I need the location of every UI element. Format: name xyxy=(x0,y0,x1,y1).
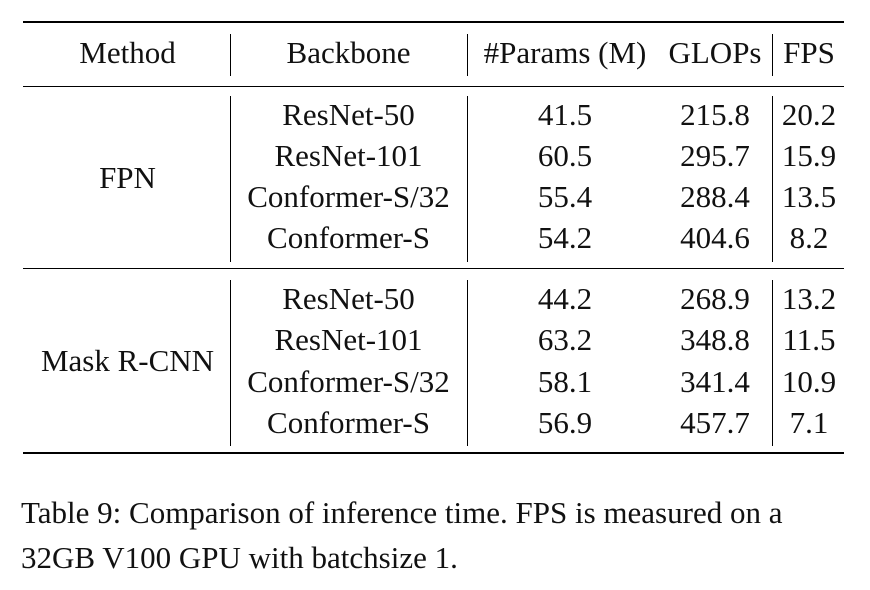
cell-backbone: Conformer-S/32 xyxy=(247,364,450,399)
cell-glops: 341.4 xyxy=(680,364,750,399)
cell-glops: 268.9 xyxy=(680,281,750,316)
header-separator-glops xyxy=(772,34,773,76)
group-method-fpn: FPN xyxy=(99,160,156,195)
cell-fps: 13.2 xyxy=(781,281,837,316)
cell-glops: 348.8 xyxy=(680,322,750,357)
group2-separator-method xyxy=(230,280,231,446)
cell-fps: 13.5 xyxy=(781,179,837,214)
header-backbone: Backbone xyxy=(286,35,411,70)
cell-glops: 215.8 xyxy=(680,97,750,132)
group-method-mask-rcnn: Mask R-CNN xyxy=(40,343,215,378)
cell-params: 58.1 xyxy=(537,364,593,399)
header-separator-method xyxy=(230,34,231,76)
header-method: Method xyxy=(79,35,176,70)
bottom-rule xyxy=(23,452,844,454)
cell-params: 63.2 xyxy=(537,322,593,357)
cell-glops: 288.4 xyxy=(680,179,750,214)
cell-fps: 11.5 xyxy=(782,322,836,357)
cell-params: 55.4 xyxy=(537,179,593,214)
group2-separator-backbone xyxy=(467,280,468,446)
table-caption: Table 9: Comparison of inference time. F… xyxy=(21,495,783,575)
header-separator-backbone xyxy=(467,34,468,76)
group-rule xyxy=(23,268,844,269)
cell-backbone: Conformer-S xyxy=(267,220,430,255)
cell-fps: 15.9 xyxy=(781,138,837,173)
cell-backbone: ResNet-50 xyxy=(282,281,415,316)
header-fps: FPS xyxy=(783,35,835,70)
header-params: #Params (M) xyxy=(483,35,647,70)
cell-backbone: ResNet-50 xyxy=(282,97,415,132)
cell-fps: 7.1 xyxy=(789,405,829,440)
group1-separator-backbone xyxy=(467,96,468,262)
cell-params: 60.5 xyxy=(537,138,593,173)
cell-params: 44.2 xyxy=(537,281,593,316)
cell-backbone: Conformer-S xyxy=(267,405,430,440)
cell-backbone: ResNet-101 xyxy=(274,138,423,173)
cell-glops: 457.7 xyxy=(680,405,750,440)
cell-params: 54.2 xyxy=(537,220,593,255)
cell-glops: 404.6 xyxy=(680,220,750,255)
cell-backbone: Conformer-S/32 xyxy=(247,179,450,214)
group1-separator-method xyxy=(230,96,231,262)
cell-fps: 10.9 xyxy=(781,364,837,399)
top-rule xyxy=(23,21,844,23)
group2-separator-glops xyxy=(772,280,773,446)
header-rule xyxy=(23,86,844,87)
cell-fps: 8.2 xyxy=(789,220,829,255)
cell-fps: 20.2 xyxy=(781,97,837,132)
cell-glops: 295.7 xyxy=(680,138,750,173)
header-glops: GLOPs xyxy=(668,35,762,70)
cell-params: 41.5 xyxy=(537,97,593,132)
cell-backbone: ResNet-101 xyxy=(274,322,423,357)
group1-separator-glops xyxy=(772,96,773,262)
cell-params: 56.9 xyxy=(537,405,593,440)
